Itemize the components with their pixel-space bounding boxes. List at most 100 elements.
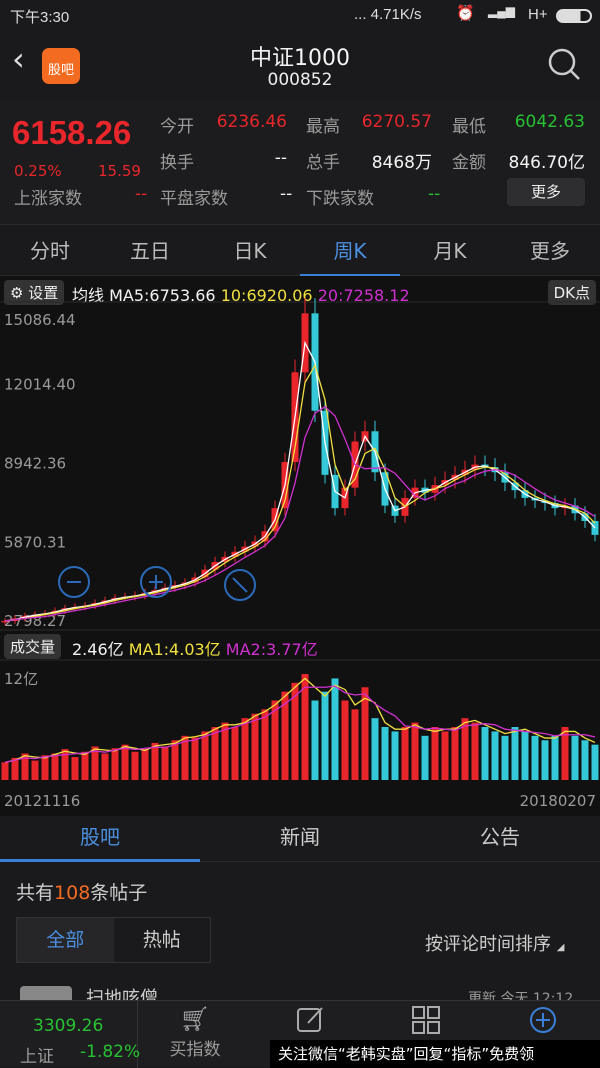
grid-icon[interactable] [411,1005,441,1035]
breadth-label: 下跌家数 [306,189,374,209]
dk-button[interactable]: DK点 [547,280,596,305]
settings-button[interactable]: ⚙ 设置 [4,280,65,305]
x-end-label: 20180207 [519,792,596,810]
tab-0[interactable]: 分时 [30,239,70,263]
add-icon[interactable] [528,1005,558,1035]
volume-bar [531,735,539,780]
volume-bar [81,751,89,780]
volume-bar [511,727,519,780]
search-icon[interactable] [546,46,582,82]
field-value: 8468万 [371,153,432,173]
guba-logo[interactable]: 股吧 [42,48,80,84]
field-value: 6236.46 [216,112,287,132]
volume-bar [91,746,99,780]
ma20-line [4,405,596,622]
tab-5[interactable]: 更多 [530,239,570,263]
post-filter: 全部 热帖 [16,917,211,963]
index-name: 上证 [20,1047,54,1067]
volume-legend: 2.46亿 MA1:4.03亿 MA2:3.77亿 [72,636,318,660]
volume-bar [581,740,589,780]
volume-bar [271,700,279,780]
volume-bar [421,735,429,780]
candle [1,620,9,623]
zoom-in-icon[interactable] [140,566,172,598]
cart-icon: 🛒︎ [179,1005,211,1033]
volume-bar [481,727,489,780]
volume-bar [101,753,109,780]
vol-ma1-line [4,677,596,763]
filter-hot[interactable]: 热帖 [142,929,181,951]
tab-3[interactable]: 周K [300,225,400,277]
info-tab-0[interactable]: 股吧 [0,816,200,862]
index-value: 3309.26 [33,1016,104,1036]
more-button[interactable]: 更多 [507,178,585,206]
back-icon[interactable]: ‹ [12,40,25,78]
info-tab-1[interactable]: 新闻 [280,825,320,849]
volume-bar [471,722,479,780]
change-pct: 0.25% [14,162,62,180]
volume-bar [571,735,579,780]
zoom-out-icon[interactable] [58,566,90,598]
volume-bar [111,748,119,780]
volume-bar [401,727,409,780]
volume-bar [161,746,169,780]
volume-bar [61,749,69,780]
field-value: -- [274,148,287,168]
volume-bar [541,740,549,780]
field-label: 金额 [452,153,486,173]
tab-1[interactable]: 五日 [130,239,170,263]
clock: 下午3:30 [10,9,70,26]
volume-bar [21,753,29,780]
volume-bar [501,735,509,780]
edit-icon[interactable] [296,1005,326,1035]
volume-bar [221,722,229,780]
volume-bar [141,749,149,780]
volume-bar [31,760,39,780]
post-time: 更新 今天 12:12 [468,991,574,1000]
page-title: 中证1000 [250,46,350,71]
volume-bar [251,713,259,780]
volume-bar [261,709,269,780]
ma10-line [4,363,596,622]
volume-bar [451,727,459,780]
volume-bar [301,674,309,780]
index-ticker[interactable]: 3309.26 上证 -1.82% [0,1001,141,1068]
y-tick-label: 12014.40 [4,376,76,394]
signal-icon: ▂▄▆ [488,4,515,18]
status-bar: 下午3:30 ... 4.71K/s ⏰ ▂▄▆ H+ [0,0,600,32]
post-author[interactable]: 扫地咳僧 [86,988,158,1000]
volume-button[interactable]: 成交量 [4,634,62,659]
volume-bar [491,731,499,780]
volume-bar [561,727,569,780]
quote-panel: 6158.26 0.25% 15.59 今开 6236.46 最高 6270.57 最低… [0,100,600,224]
chart-canvas[interactable]: 15086.44 12014.40 8942.36 5870.31 2798.27 [0,276,600,816]
ma20-value: 20:7258.12 [317,286,410,305]
fullscreen-icon[interactable] [224,569,256,601]
zoom-controls [58,566,256,601]
volume-bar [121,744,129,780]
volume-bar [391,731,399,780]
field-label: 今开 [160,117,194,137]
filter-all[interactable]: 全部 [17,918,114,962]
volume-bar [291,682,299,780]
header: ‹ 股吧 中证1000 000852 [0,32,600,100]
index-change: -1.82% [80,1042,141,1062]
info-tabs: 股吧 新闻 公告 [0,816,600,862]
post-count: 共有108条帖子 [16,878,147,905]
volume-bar [311,700,319,780]
volume-bar [211,727,219,780]
breadth-value: -- [135,184,148,204]
info-tab-2[interactable]: 公告 [480,825,520,849]
tab-2[interactable]: 日K [233,239,267,263]
sort-dropdown[interactable]: 按评论时间排序 ◢ [425,930,564,956]
buy-index-button[interactable]: 🛒︎ 买指数 [150,1005,240,1060]
volume-bar [231,727,239,780]
volume-bar [341,700,349,780]
x-start-label: 20121116 [4,792,81,810]
vol-ma1: MA1:4.03亿 [128,640,221,659]
post-suffix: 条帖子 [90,882,148,904]
avatar[interactable] [20,986,72,1000]
tab-4[interactable]: 月K [433,239,467,263]
ma-label: 均线 [72,286,105,305]
gear-icon: ⚙ [10,284,29,302]
